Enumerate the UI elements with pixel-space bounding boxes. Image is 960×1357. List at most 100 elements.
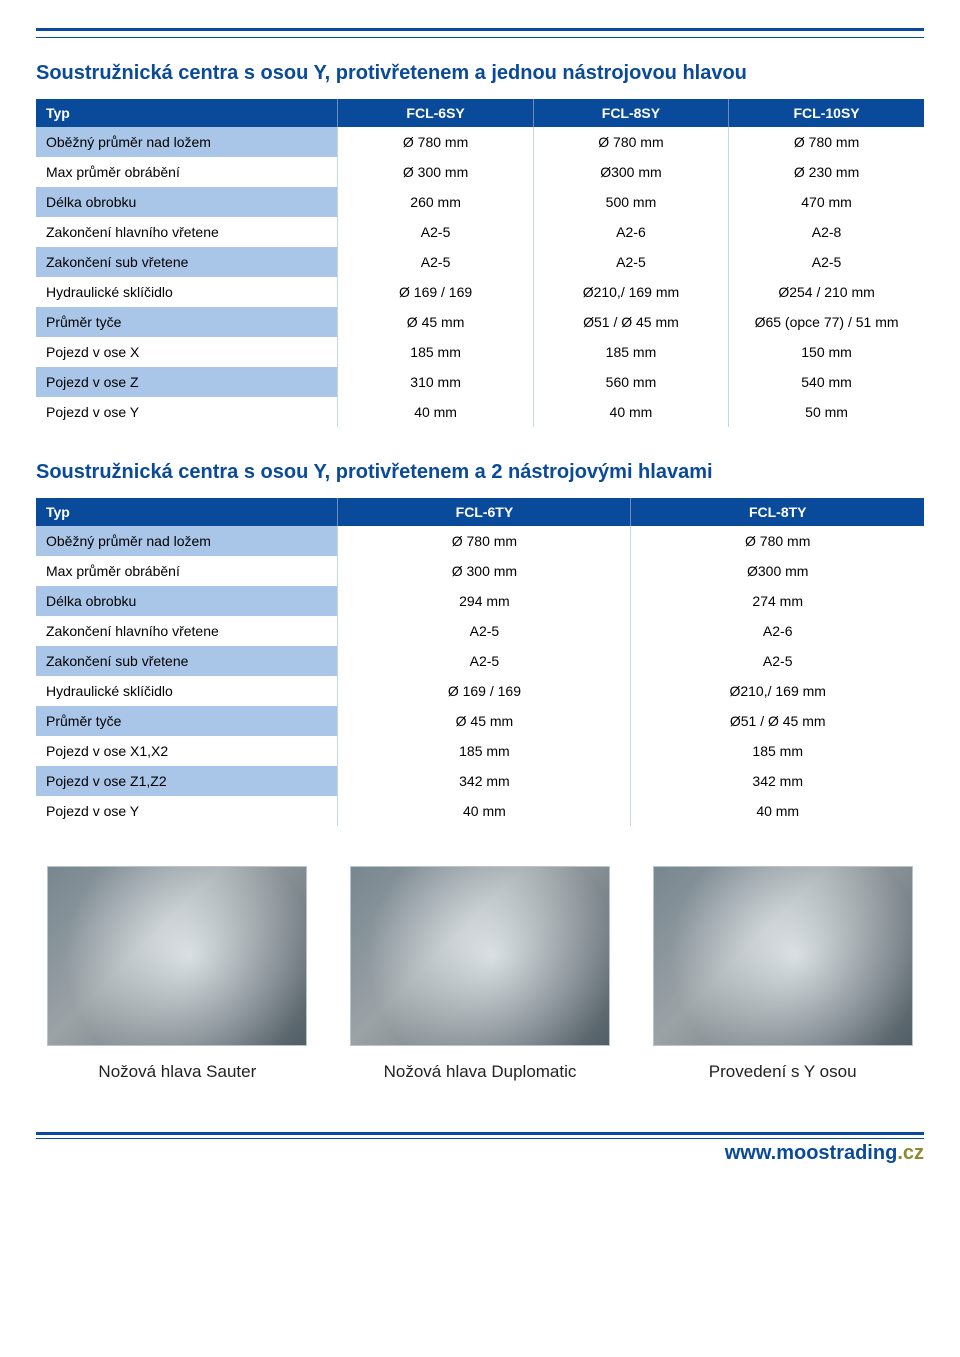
row-value: A2-5 <box>338 217 533 247</box>
row-label: Max průměr obrábění <box>36 157 338 187</box>
top-rule <box>36 28 924 31</box>
table-row: Pojezd v ose X1,X2185 mm185 mm <box>36 736 924 766</box>
t2-h2: FCL-8TY <box>631 498 924 526</box>
table-row: Pojezd v ose Y40 mm40 mm <box>36 796 924 826</box>
row-label: Zakončení hlavního vřetene <box>36 616 338 646</box>
row-value: Ø 169 / 169 <box>338 676 631 706</box>
row-value: 260 mm <box>338 187 533 217</box>
row-label: Pojezd v ose Z1,Z2 <box>36 766 338 796</box>
row-value: Ø 780 mm <box>631 526 924 556</box>
row-value: A2-5 <box>338 616 631 646</box>
row-value: 500 mm <box>533 187 728 217</box>
section1-title: Soustružnická centra s osou Y, protivřet… <box>36 62 924 85</box>
table-row: Délka obrobku260 mm500 mm470 mm <box>36 187 924 217</box>
row-label: Pojezd v ose X1,X2 <box>36 736 338 766</box>
row-value: A2-6 <box>631 616 924 646</box>
row-value: A2-5 <box>533 247 728 277</box>
row-label: Zakončení sub vřetene <box>36 247 338 277</box>
table-row: Délka obrobku294 mm274 mm <box>36 586 924 616</box>
row-value: A2-5 <box>338 646 631 676</box>
footer-rule <box>36 1132 924 1135</box>
table-row: Hydraulické sklíčidloØ 169 / 169Ø210,/ 1… <box>36 277 924 307</box>
row-value: Ø51 / Ø 45 mm <box>533 307 728 337</box>
figure-1: Nožová hlava Sauter <box>36 866 319 1082</box>
row-value: Ø 780 mm <box>729 127 924 157</box>
footer-url-domain: moostrading <box>776 1142 897 1164</box>
row-value: 540 mm <box>729 367 924 397</box>
figure-1-image <box>47 866 307 1046</box>
table-row: Oběžný průměr nad ložemØ 780 mmØ 780 mm <box>36 526 924 556</box>
section2-title: Soustružnická centra s osou Y, protivřet… <box>36 461 924 484</box>
row-value: Ø65 (opce 77) / 51 mm <box>729 307 924 337</box>
table-row: Pojezd v ose Z1,Z2342 mm342 mm <box>36 766 924 796</box>
spec-table-2: Typ FCL-6TY FCL-8TY Oběžný průměr nad lo… <box>36 498 924 826</box>
row-value: Ø210,/ 169 mm <box>631 676 924 706</box>
footer-rule-thin <box>36 1138 924 1139</box>
row-label: Zakončení hlavního vřetene <box>36 217 338 247</box>
t1-h1: FCL-6SY <box>338 99 533 127</box>
figure-2-caption: Nožová hlava Duplomatic <box>384 1062 577 1082</box>
row-label: Hydraulické sklíčidlo <box>36 277 338 307</box>
row-label: Max průměr obrábění <box>36 556 338 586</box>
row-value: 274 mm <box>631 586 924 616</box>
row-value: 342 mm <box>631 766 924 796</box>
figures-row: Nožová hlava Sauter Nožová hlava Duploma… <box>36 866 924 1082</box>
row-value: 342 mm <box>338 766 631 796</box>
row-value: Ø300 mm <box>631 556 924 586</box>
row-value: Ø 45 mm <box>338 706 631 736</box>
row-value: 185 mm <box>533 337 728 367</box>
t1-body: Oběžný průměr nad ložemØ 780 mmØ 780 mmØ… <box>36 127 924 427</box>
row-label: Pojezd v ose Y <box>36 397 338 427</box>
table-row: Oběžný průměr nad ložemØ 780 mmØ 780 mmØ… <box>36 127 924 157</box>
row-value: Ø 300 mm <box>338 157 533 187</box>
row-value: Ø 780 mm <box>338 526 631 556</box>
row-value: 150 mm <box>729 337 924 367</box>
t1-h3: FCL-10SY <box>729 99 924 127</box>
row-label: Pojezd v ose X <box>36 337 338 367</box>
top-rule-thin <box>36 37 924 38</box>
table-row: Průměr tyčeØ 45 mmØ51 / Ø 45 mm <box>36 706 924 736</box>
figure-3: Provedení s Y osou <box>641 866 924 1082</box>
row-value: 185 mm <box>338 736 631 766</box>
row-value: Ø300 mm <box>533 157 728 187</box>
t1-h0: Typ <box>36 99 338 127</box>
row-value: 470 mm <box>729 187 924 217</box>
row-value: Ø 780 mm <box>338 127 533 157</box>
row-value: 40 mm <box>338 397 533 427</box>
row-value: 185 mm <box>338 337 533 367</box>
row-value: 185 mm <box>631 736 924 766</box>
figure-1-caption: Nožová hlava Sauter <box>98 1062 256 1082</box>
row-value: A2-5 <box>338 247 533 277</box>
row-value: Ø210,/ 169 mm <box>533 277 728 307</box>
footer-url-prefix: www. <box>725 1142 776 1164</box>
row-label: Pojezd v ose Z <box>36 367 338 397</box>
row-label: Oběžný průměr nad ložem <box>36 526 338 556</box>
footer-url: www.moostrading.cz <box>713 1142 924 1165</box>
table-row: Pojezd v ose Y40 mm40 mm50 mm <box>36 397 924 427</box>
row-value: Ø 169 / 169 <box>338 277 533 307</box>
figure-3-caption: Provedení s Y osou <box>709 1062 857 1082</box>
row-value: Ø 300 mm <box>338 556 631 586</box>
row-value: 40 mm <box>631 796 924 826</box>
table-row: Průměr tyčeØ 45 mmØ51 / Ø 45 mmØ65 (opce… <box>36 307 924 337</box>
table-row: Zakončení sub vřeteneA2-5A2-5 <box>36 646 924 676</box>
row-value: 40 mm <box>533 397 728 427</box>
row-label: Oběžný průměr nad ložem <box>36 127 338 157</box>
row-label: Průměr tyče <box>36 307 338 337</box>
row-value: Ø 230 mm <box>729 157 924 187</box>
row-value: Ø 780 mm <box>533 127 728 157</box>
spec-table-1: Typ FCL-6SY FCL-8SY FCL-10SY Oběžný prům… <box>36 99 924 427</box>
row-value: A2-5 <box>729 247 924 277</box>
row-value: A2-6 <box>533 217 728 247</box>
row-value: 310 mm <box>338 367 533 397</box>
row-label: Průměr tyče <box>36 706 338 736</box>
table-row: Zakončení sub vřeteneA2-5A2-5A2-5 <box>36 247 924 277</box>
row-label: Pojezd v ose Y <box>36 796 338 826</box>
t1-h2: FCL-8SY <box>533 99 728 127</box>
row-value: 50 mm <box>729 397 924 427</box>
table-row: Pojezd v ose X185 mm185 mm150 mm <box>36 337 924 367</box>
row-value: Ø 45 mm <box>338 307 533 337</box>
row-value: 560 mm <box>533 367 728 397</box>
figure-3-image <box>653 866 913 1046</box>
table-row: Max průměr obráběníØ 300 mmØ300 mm <box>36 556 924 586</box>
